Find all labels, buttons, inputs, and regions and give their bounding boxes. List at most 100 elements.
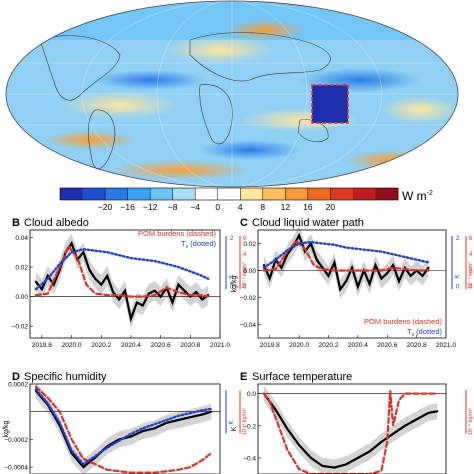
series-line [34,388,213,466]
right-axis-blue-unit: K [229,275,235,279]
x-tick-label: 2019.8 [260,342,280,349]
y-tick-label: 0.0 [247,391,256,398]
colorbar-swatch [172,188,196,200]
x-tick-label: 2019.8 [32,342,52,349]
plot-frame [29,229,221,339]
series-line [34,389,213,469]
panel-letter: D [12,371,20,383]
panel-d: 0.0002 −0.0002 −0.0004 kg/kg D Specific humid… [3,371,248,474]
colorbar-swatch [285,188,309,200]
legend-pom: POM burdens (dashed) [138,229,216,238]
y-axis-label: K [231,426,238,431]
colorbar-tick-label: 8 [260,202,265,212]
x-tick-label: 2020.6 [377,342,397,349]
colorbar-swatch [105,188,128,200]
series-line [34,385,213,474]
colorbar-tick-label: 16 [303,202,313,212]
colorbar: −20 −16 −12 −8 −4 0 4 8 12 16 20 [59,187,399,212]
uncertainty-band [263,225,429,300]
anomaly-region [312,85,348,123]
right-axis-red-tick: 0 [243,285,247,291]
colorbar-swatch [352,188,376,200]
right-axis-red-unit: 10⁻⁴ kg/m² [467,408,474,435]
x-tick-label: 2020.4 [121,342,141,349]
right-axis-red-tick: 6 [469,236,473,242]
x-tick-label: 2021.0 [436,342,456,349]
legend-pom: POM burdens (dashed) [364,317,442,326]
panel-title: Cloud liquid water path [252,217,364,229]
colorbar-tick-label: −12 [143,202,158,212]
panel-letter: C [240,217,248,229]
right-axis-red-tick: 2 [243,268,247,274]
y-axis-label: kg/kg [231,276,238,293]
colorbar-swatch [330,188,354,200]
right-axis-red-tick: 6 [243,236,247,242]
right-axis-blue-tick: 2 [456,236,460,242]
right-axis-blue-unit: K [455,275,461,279]
colorbar-swatch [150,188,173,200]
y-tick-label: −0.2 [243,423,256,430]
plot-frame [257,229,447,339]
colorbar-swatch [217,188,241,200]
colorbar-tick-label: −4 [190,202,200,212]
x-tick-label: 2020.2 [319,342,339,349]
uncertainty-band [35,382,212,474]
colorbar-frame [59,187,399,201]
colorbar-tick-label: 20 [326,202,336,212]
colorbar-swatch [195,188,219,200]
panel-title: Specific humidity [24,371,107,383]
plot-frame [257,383,447,474]
colorbar-swatch [127,188,151,200]
uncertainty-band [263,385,438,474]
y-tick-label: 0.0002 [8,382,28,389]
panel-title: Surface temperature [252,371,352,383]
colorbar-swatch [262,188,286,200]
x-tick-label: 2020.8 [407,342,427,349]
series-line [262,390,439,474]
y-tick-label: −0.4 [243,455,256,462]
y-tick-label: 0.00 [15,294,28,301]
x-tick-label: 2020.0 [62,342,82,349]
right-axis-red-unit: 10⁻⁴ kg/m² [241,262,248,289]
series-line [262,239,430,272]
x-tick-label: 2020.6 [151,342,171,349]
colorbar-tick-label: 0 [215,202,220,212]
colorbar-tick-label: 4 [238,202,243,212]
x-tick-label: 2020.8 [180,342,200,349]
colorbar-swatch [307,188,331,200]
x-tick-label: 2020.2 [91,342,111,349]
colorbar-swatch [375,188,399,200]
y-tick-label: 0.00 [243,268,256,275]
y-tick-label: −0.04 [240,322,257,329]
legend-ts: Ts (dotted) [407,327,443,338]
right-axis-blue-unit: K [229,420,235,424]
panel-e: 0.0 −0.2 −0.4 K E Surface temperature 10⁻⁴ kg/… [231,371,474,474]
colorbar-tick-label: −8 [168,202,178,212]
right-axis-red-tick: 0 [469,285,473,291]
colorbar-swatch [82,188,106,200]
y-tick-label: 0.02 [243,241,256,248]
right-axis-blue-tick: 0 [456,285,460,291]
plot-frame [29,383,221,474]
y-tick-label: 0.02 [15,264,28,271]
right-axis-red-tick: 2 [469,268,473,274]
y-tick-label: −0.0002 [4,437,28,444]
right-axis-red-unit: 10⁻⁴ kg/m² [467,262,474,289]
colorbar-tick-label: −20 [98,202,113,212]
series-line [34,247,210,291]
right-axis-blue-tick: 0 [230,285,234,291]
panel-letter: E [240,371,247,383]
colorbar-swatch [60,188,83,200]
y-tick-label: −0.02 [12,324,29,331]
colorbar-swatch [240,188,264,200]
x-tick-label: 2020.0 [289,342,309,349]
series-line [262,392,439,469]
colorbar-unit: W m-2 [402,189,433,203]
right-axis-red-unit: 10⁻⁴ kg/m² [241,408,248,435]
colorbar-tick-label: 12 [281,202,291,212]
series-line [34,244,210,298]
right-axis-blue-tick: 2 [230,236,234,242]
panel-letter: B [12,217,20,229]
